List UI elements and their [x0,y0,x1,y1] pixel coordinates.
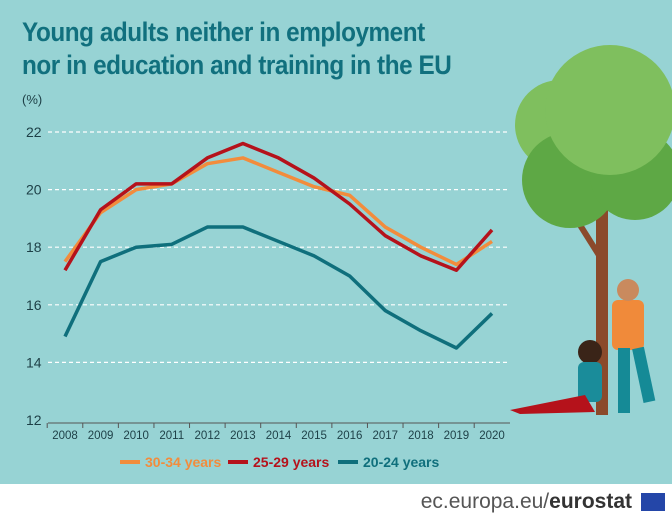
x-tick-label: 2019 [444,430,470,442]
x-tick-label: 2020 [479,430,505,442]
x-tick-label: 2010 [123,430,149,442]
x-tick-label: 2017 [372,430,398,442]
y-tick-label: 16 [26,297,42,313]
chart-title: Young adults neither in employment nor i… [22,17,452,80]
x-tick-label: 2013 [230,430,256,442]
footer-brand: eurostat [549,490,632,513]
tree-illustration [510,45,672,415]
legend-label: 20-24 years [363,454,440,470]
x-tick-label: 2018 [408,430,434,442]
eu-flag-icon [641,493,665,511]
series-line [63,141,494,272]
x-tick-label: 2011 [159,430,184,442]
series-line [63,156,493,267]
footer-domain: ec.europa.eu/ [420,490,550,513]
x-tick-label: 2008 [52,430,78,442]
y-tick-label: 12 [26,412,42,428]
footer-source: ec.europa.eu/eurostat [421,490,632,514]
line-chart: 12 14 16 18 20 22 2008 2009 2010 2011 2012 2013 2014… [26,45,672,470]
y-tick-label: 22 [26,124,42,140]
series-line [63,225,494,350]
x-tick-label: 2015 [301,430,327,442]
y-axis-unit: (%) [22,92,43,107]
y-tick-label: 18 [26,239,42,255]
x-tick-label: 2016 [337,430,363,442]
y-tick-label: 20 [26,182,42,198]
x-tick-label: 2014 [266,430,292,442]
x-tick-label: 2012 [195,430,221,442]
y-tick-label: 14 [26,354,42,370]
legend-label: 30-34 years [145,454,222,470]
x-tick-label: 2009 [88,430,114,442]
legend-label: 25-29 years [253,454,330,470]
